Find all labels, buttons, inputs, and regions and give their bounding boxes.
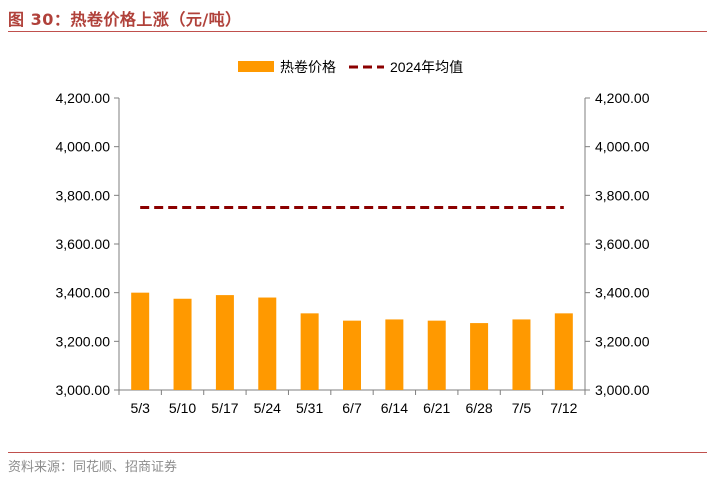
bar (343, 320, 361, 390)
x-tick-label: 5/3 (130, 400, 150, 416)
y-tick-label-right: 3,600.00 (595, 236, 650, 252)
y-tick-labels-left: 3,000.00 3,200.00 3,400.00 3,600.00 3,800.00… (56, 90, 111, 398)
bar (470, 323, 489, 390)
y-tick-label-right: 3,200.00 (595, 333, 650, 349)
bar (385, 319, 404, 390)
legend: 热卷价格 2024年均值 (238, 59, 463, 75)
x-tick-label: 5/10 (169, 400, 196, 416)
x-tick-label: 5/31 (296, 400, 323, 416)
x-tick-label: 6/21 (423, 400, 450, 416)
y-tick-label-right: 3,400.00 (595, 285, 650, 301)
y-tick-label-left: 4,000.00 (56, 139, 111, 155)
y-tick-label-left: 3,600.00 (56, 236, 111, 252)
legend-label-bar: 热卷价格 (280, 59, 336, 75)
source-note: 资料来源：同花顺、招商证券 (8, 460, 178, 475)
title-rule (8, 31, 707, 32)
y-tick-label-left: 3,800.00 (56, 187, 111, 203)
y-tick-label-left: 3,200.00 (56, 333, 111, 349)
y-tick-label-left: 4,200.00 (56, 90, 111, 106)
y-tick-label-left: 3,400.00 (56, 285, 111, 301)
bar (258, 297, 277, 390)
bar (215, 295, 234, 390)
x-tick-label: 7/5 (512, 400, 532, 416)
x-tick-label: 6/7 (342, 400, 362, 416)
y-tick-labels-right: 3,000.00 3,200.00 3,400.00 3,600.00 3,800.00… (595, 90, 650, 398)
y-tick-label-right: 3,800.00 (595, 187, 650, 203)
y-tick-label-right: 4,000.00 (595, 139, 650, 155)
x-tick-label: 5/17 (211, 400, 238, 416)
x-tick-labels: 5/3 5/10 5/17 5/24 5/31 6/7 6/14 6/21 6/28 7/5 7/1… (130, 400, 577, 416)
y-tick-label-left: 3,000.00 (56, 382, 111, 398)
bar (512, 319, 531, 390)
legend-label-avg: 2024年均值 (390, 59, 463, 75)
bar (131, 292, 150, 390)
bar (554, 313, 573, 390)
bar (300, 313, 319, 390)
y-tick-label-right: 4,200.00 (595, 90, 650, 106)
x-tick-label: 7/12 (550, 400, 577, 416)
legend-swatch-bar (238, 61, 274, 72)
bar (427, 320, 446, 390)
figure-title: 图 30：热卷价格上涨（元/吨） (8, 10, 242, 29)
bars (131, 292, 573, 390)
y-tick-label-right: 3,000.00 (595, 382, 650, 398)
x-tick-label: 5/24 (254, 400, 281, 416)
x-tick-label: 6/28 (465, 400, 492, 416)
source-rule (8, 452, 707, 453)
chart: 热卷价格 2024年均值 5/3 5/10 5/17 5/24 5/31 6/7 6/14 6… (56, 59, 650, 416)
x-tick-label: 6/14 (381, 400, 408, 416)
bar (173, 298, 192, 390)
